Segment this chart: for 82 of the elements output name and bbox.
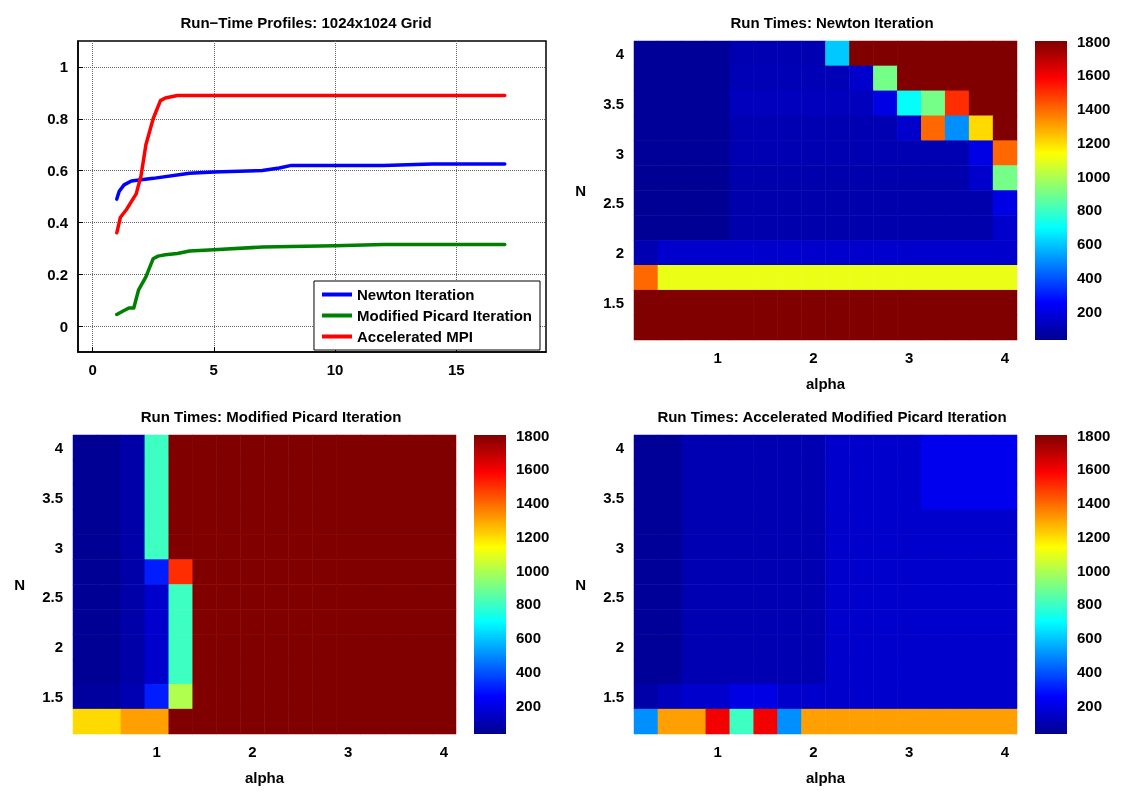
x-tick-label: 2 [809,349,818,366]
y-tick-label: 3 [54,538,63,556]
x-tick-label: 1 [152,743,161,760]
y-tick-label: 1.5 [603,294,624,312]
y-tick-label: 2.5 [42,588,63,606]
color-bar-label: 1600 [1077,66,1111,84]
x-tick-label: 1 [713,743,722,760]
x-axis-title: alpha [244,769,285,786]
y-tick-label: 1 [59,58,68,76]
x-tick-label: 10 [326,361,344,378]
chart-title: Run Times: Newton Iteration [730,14,934,31]
color-bar-label: 1000 [1077,561,1111,579]
y-tick-label: 3.5 [603,488,624,506]
y-tick-label: 3.5 [42,488,63,506]
x-tick-label: 2 [248,743,257,760]
y-tick-label: 1.5 [603,688,624,706]
y-tick-label: 2.5 [603,194,624,212]
x-tick-label: 15 [447,361,465,378]
y-tick-label: 3 [615,538,624,556]
x-tick-label: 4 [439,743,449,760]
color-bar-label: 1800 [516,426,550,444]
color-bar-label: 200 [516,696,542,714]
color-bar-label: 800 [1077,595,1103,613]
y-axis-title: N [575,576,586,593]
color-bar-label: 1000 [1077,167,1111,185]
line-series [115,93,507,235]
x-axis-title: alpha [805,769,846,786]
y-axis-title: N [14,576,25,593]
y-tick-label: 0.4 [47,213,69,231]
legend-label: Newton Iteration [356,286,475,303]
chart-title: Run Times: Modified Picard Iteration [140,408,402,425]
y-tick-label: 2 [615,244,624,262]
color-bar-label: 400 [1077,663,1103,680]
line-series [115,162,507,201]
color-bar-label: 1600 [1077,460,1111,478]
chart-title: Run Times: Accelerated Modified Picard Iteration [657,408,1007,425]
color-bar-label: 600 [1077,629,1103,647]
x-tick-label: 3 [905,743,914,760]
y-tick-label: 3 [615,144,624,162]
x-tick-label: 3 [905,349,914,366]
y-tick-label: 2.5 [603,588,624,606]
y-tick-label: 2 [615,638,624,656]
y-tick-label: 0.6 [47,162,68,180]
x-tick-label: 4 [1000,743,1010,760]
color-bar-label: 600 [516,629,542,647]
color-bar-label: 1000 [516,561,550,579]
color-bar-label: 1200 [516,527,550,545]
y-axis-title: N [575,182,586,199]
x-tick-label: 2 [809,743,818,760]
y-tick-label: 1.5 [42,688,63,706]
x-tick-label: 0 [88,361,97,378]
legend-label: Modified Picard Iteration [356,307,533,324]
y-tick-label: 4 [54,438,64,456]
color-bar-label: 800 [1077,201,1103,219]
color-bar-label: 1400 [516,494,550,512]
color-bar-label: 200 [1077,696,1103,714]
color-bar-label: 1600 [516,460,550,478]
y-tick-label: 4 [615,438,625,456]
color-bar-label: 1200 [1077,133,1111,151]
x-tick-label: 3 [344,743,353,760]
y-tick-label: 3.5 [603,94,624,112]
color-bar-label: 1400 [1077,100,1111,118]
chart-title: Run−Time Profiles: 1024x1024 Grid [180,14,432,31]
color-bar-label: 1200 [1077,527,1111,545]
x-tick-label: 5 [209,361,218,378]
y-tick-label: 4 [615,44,625,62]
y-tick-label: 0.8 [47,110,68,128]
color-bar-label: 400 [516,663,542,680]
y-tick-label: 0.2 [47,265,68,283]
color-bar-label: 400 [1077,269,1103,286]
color-bar-label: 1800 [1077,426,1111,444]
color-bar-label: 1400 [1077,494,1111,512]
x-axis-title: alpha [805,375,846,392]
x-tick-label: 1 [713,349,722,366]
color-bar-label: 600 [1077,235,1103,253]
x-tick-label: 4 [1000,349,1010,366]
y-tick-label: 0 [59,317,68,335]
color-bar-label: 1800 [1077,32,1111,50]
y-tick-label: 2 [54,638,63,656]
color-bar-label: 800 [516,595,542,613]
color-bar-label: 200 [1077,302,1103,320]
legend-label: Accelerated MPI [356,328,473,345]
